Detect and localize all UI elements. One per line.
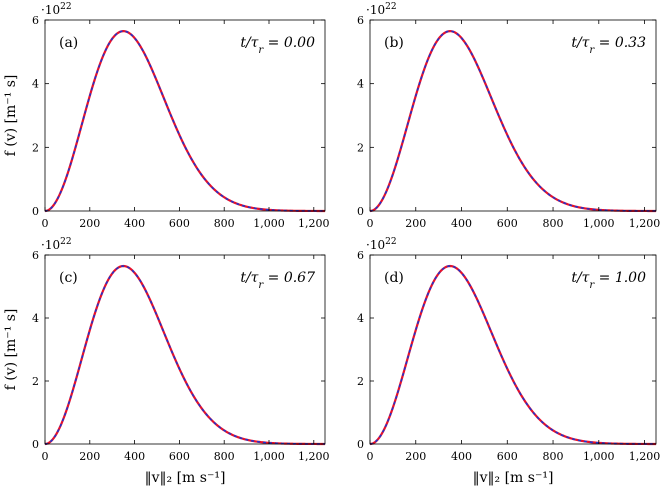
chart-panel-4: 0 200 400 600 800 1,000 1,200 0 2 4 6·1022 (d) t/τr … [357, 237, 660, 486]
x-tick-label: 1,200 [298, 450, 330, 463]
y-tick-label: 0 [357, 438, 364, 451]
x-tick-label: 1,200 [629, 450, 661, 463]
time-label: t/τr = 0.00 [240, 35, 315, 56]
y-axis-label: f (v) [m⁻¹ s] [3, 309, 19, 391]
y-multiplier-label: ·1022 [366, 237, 397, 252]
panel-label: (a) [59, 35, 78, 51]
y-tick-label: 6 [357, 14, 364, 27]
x-tick-label: 200 [405, 450, 426, 463]
y-tick-label: 6 [32, 14, 39, 27]
x-axis-label: ‖v‖₂ [m s⁻¹] [145, 470, 226, 486]
x-tick-label: 0 [42, 217, 49, 230]
x-tick-label: 200 [79, 450, 100, 463]
time-label: t/τr = 1.00 [571, 270, 646, 291]
plot-frame [369, 254, 657, 445]
x-tick-label: 1,000 [583, 450, 615, 463]
time-label: t/τr = 0.33 [571, 35, 646, 56]
x-tick-label: 400 [124, 450, 145, 463]
y-axis-label: f (v) [m⁻¹ s] [3, 75, 19, 157]
x-tick-label: 1,000 [583, 217, 615, 230]
series-line-1 [369, 264, 656, 446]
y-tick-label: 4 [357, 78, 364, 91]
series-line-1 [44, 30, 325, 213]
y-tick-label: 4 [357, 312, 364, 325]
x-tick-label: 600 [497, 217, 518, 230]
panel-label: (d) [384, 270, 404, 286]
plot-frame [44, 19, 326, 212]
series-line-2 [369, 30, 656, 212]
series-line-2 [44, 265, 325, 445]
series-line-2 [44, 30, 325, 212]
x-tick-label: 800 [543, 450, 564, 463]
y-tick-label: 6 [357, 249, 364, 262]
y-multiplier-label: ·1022 [366, 2, 397, 17]
x-tick-label: 1,200 [629, 217, 661, 230]
x-tick-label: 1,200 [298, 217, 330, 230]
panel-label: (b) [384, 35, 404, 51]
y-tick-label: 4 [32, 312, 39, 325]
x-tick-label: 800 [214, 450, 235, 463]
chart-panel-2: 0 200 400 600 800 1,000 1,200 0 2 4 6·1022 (b) t/τr … [357, 2, 660, 230]
y-multiplier-label: ·1022 [41, 2, 72, 17]
time-label: t/τr = 0.67 [240, 270, 315, 291]
y-tick-label: 2 [32, 375, 39, 388]
x-tick-label: 1,000 [253, 217, 285, 230]
x-tick-label: 1,000 [253, 450, 285, 463]
series-line-1 [44, 264, 325, 446]
x-tick-label: 0 [367, 450, 374, 463]
y-tick-label: 2 [32, 141, 39, 154]
x-tick-label: 400 [451, 450, 472, 463]
panel-label: (c) [59, 270, 78, 286]
y-tick-label: 2 [357, 141, 364, 154]
x-tick-label: 800 [543, 217, 564, 230]
y-multiplier-label: ·1022 [41, 237, 72, 252]
x-tick-label: 0 [367, 217, 374, 230]
x-tick-label: 800 [214, 217, 235, 230]
x-tick-label: 400 [124, 217, 145, 230]
chart-panel-1: 0 200 400 600 800 1,000 1,200 0 2 4 6·1022 (a) t/τr … [3, 2, 330, 230]
y-tick-label: 0 [32, 205, 39, 218]
x-tick-label: 600 [169, 450, 190, 463]
chart-panel-3: 0 200 400 600 800 1,000 1,200 0 2 4 6·1022 (c) t/τr … [3, 237, 330, 486]
y-tick-label: 0 [357, 205, 364, 218]
y-tick-label: 2 [357, 375, 364, 388]
series-line-2 [369, 265, 656, 445]
x-tick-label: 0 [42, 450, 49, 463]
y-tick-label: 4 [32, 78, 39, 91]
x-tick-label: 400 [451, 217, 472, 230]
y-tick-label: 6 [32, 249, 39, 262]
plot-frame [369, 19, 657, 212]
x-tick-label: 600 [169, 217, 190, 230]
x-tick-label: 600 [497, 450, 518, 463]
series-line-1 [369, 30, 656, 213]
x-tick-label: 200 [79, 217, 100, 230]
x-axis-label: ‖v‖₂ [m s⁻¹] [473, 470, 554, 486]
x-tick-label: 200 [405, 217, 426, 230]
y-tick-label: 0 [32, 438, 39, 451]
plot-frame [44, 254, 326, 445]
